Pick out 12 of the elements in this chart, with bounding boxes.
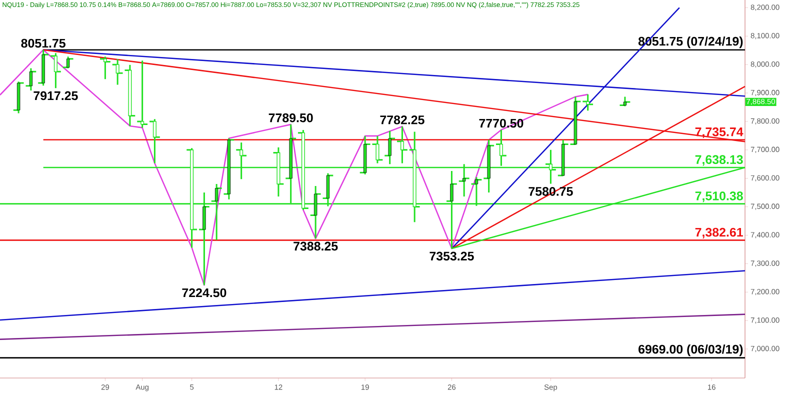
series-label: 7,638.13 <box>695 155 743 166</box>
ref-line-label: 7,510.38 <box>695 192 743 202</box>
series-label: 7,735.74 <box>695 127 744 138</box>
annotation: 7789.50 <box>268 113 313 122</box>
ref-line-label: 6969.00 (06/03/19) <box>638 344 743 356</box>
annotation: 8051.75 <box>21 38 66 48</box>
annotation: 7353.25 <box>430 252 474 261</box>
annotation: 7782.25 <box>380 115 424 124</box>
annotation: 7224.50 <box>182 288 226 298</box>
ref-line-label: 7,382.61 <box>695 228 743 238</box>
annotation: 7388.25 <box>294 242 338 251</box>
annotation: 7917.25 <box>34 91 78 100</box>
